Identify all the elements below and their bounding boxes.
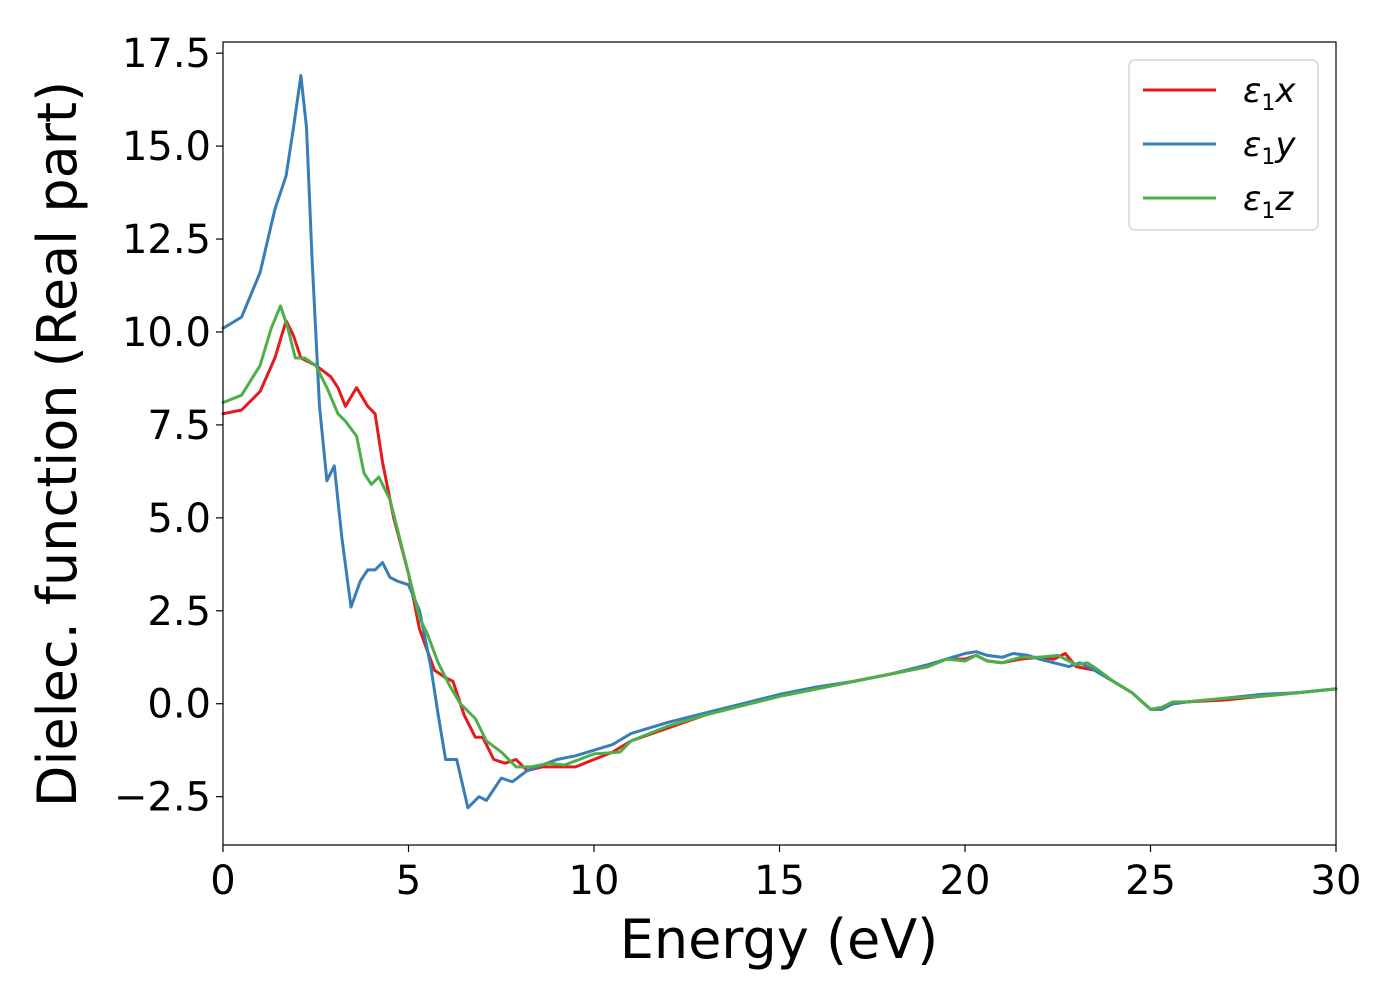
legend: ε1x ε1y ε1z — [1128, 59, 1319, 231]
x-tick-label: 10 — [569, 858, 620, 904]
x-ticks: 0 5 10 15 20 25 30 — [210, 845, 1361, 904]
series-layer — [221, 74, 1338, 810]
x-tick-label: 15 — [754, 858, 805, 904]
y-tick-label: 10.0 — [122, 310, 211, 356]
y-tick-label: 12.5 — [122, 217, 211, 263]
y-tick-label: 15.0 — [122, 124, 211, 170]
series-line-z — [221, 304, 1338, 769]
y-tick-label: 0.0 — [147, 682, 211, 728]
legend-label-x: ε1x — [1243, 71, 1296, 116]
x-tick-label: 25 — [1125, 858, 1176, 904]
y-tick-label: −2.5 — [114, 775, 211, 821]
legend-label-z: ε1z — [1243, 179, 1294, 224]
y-tick-label: 2.5 — [147, 589, 211, 635]
legend-box — [1128, 59, 1319, 231]
legend-label-y: ε1y — [1243, 125, 1296, 170]
y-tick-label: 17.5 — [122, 31, 211, 77]
y-ticks: −2.5 0.0 2.5 5.0 7.5 10.0 12.5 15.0 17.5 — [114, 31, 223, 821]
y-tick-label: 7.5 — [147, 403, 211, 449]
x-tick-label: 30 — [1311, 858, 1362, 904]
x-tick-label: 5 — [396, 858, 421, 904]
series-line-x — [221, 319, 1338, 773]
x-tick-label: 0 — [210, 858, 235, 904]
y-axis-title: Dielec. function (Real part) — [26, 81, 89, 807]
x-tick-label: 20 — [940, 858, 991, 904]
y-tick-label: 5.0 — [147, 496, 211, 542]
x-axis-title: Energy (eV) — [620, 908, 939, 971]
